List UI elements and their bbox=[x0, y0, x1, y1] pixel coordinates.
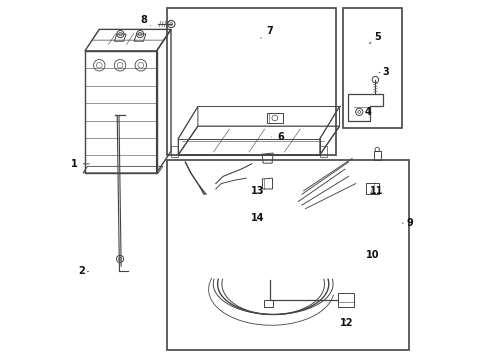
Text: 13: 13 bbox=[250, 186, 264, 196]
Text: 4: 4 bbox=[364, 107, 371, 117]
Text: 7: 7 bbox=[260, 26, 272, 39]
Text: 14: 14 bbox=[250, 213, 264, 222]
Text: 10: 10 bbox=[366, 250, 379, 260]
Text: 1: 1 bbox=[71, 159, 89, 169]
Text: 3: 3 bbox=[378, 67, 389, 77]
Text: 12: 12 bbox=[339, 319, 353, 328]
Text: 6: 6 bbox=[271, 132, 283, 142]
Text: 9: 9 bbox=[402, 218, 412, 228]
Text: 11: 11 bbox=[369, 186, 383, 196]
Text: 5: 5 bbox=[368, 32, 380, 44]
Text: 2: 2 bbox=[78, 266, 88, 276]
Text: 8: 8 bbox=[141, 15, 150, 26]
